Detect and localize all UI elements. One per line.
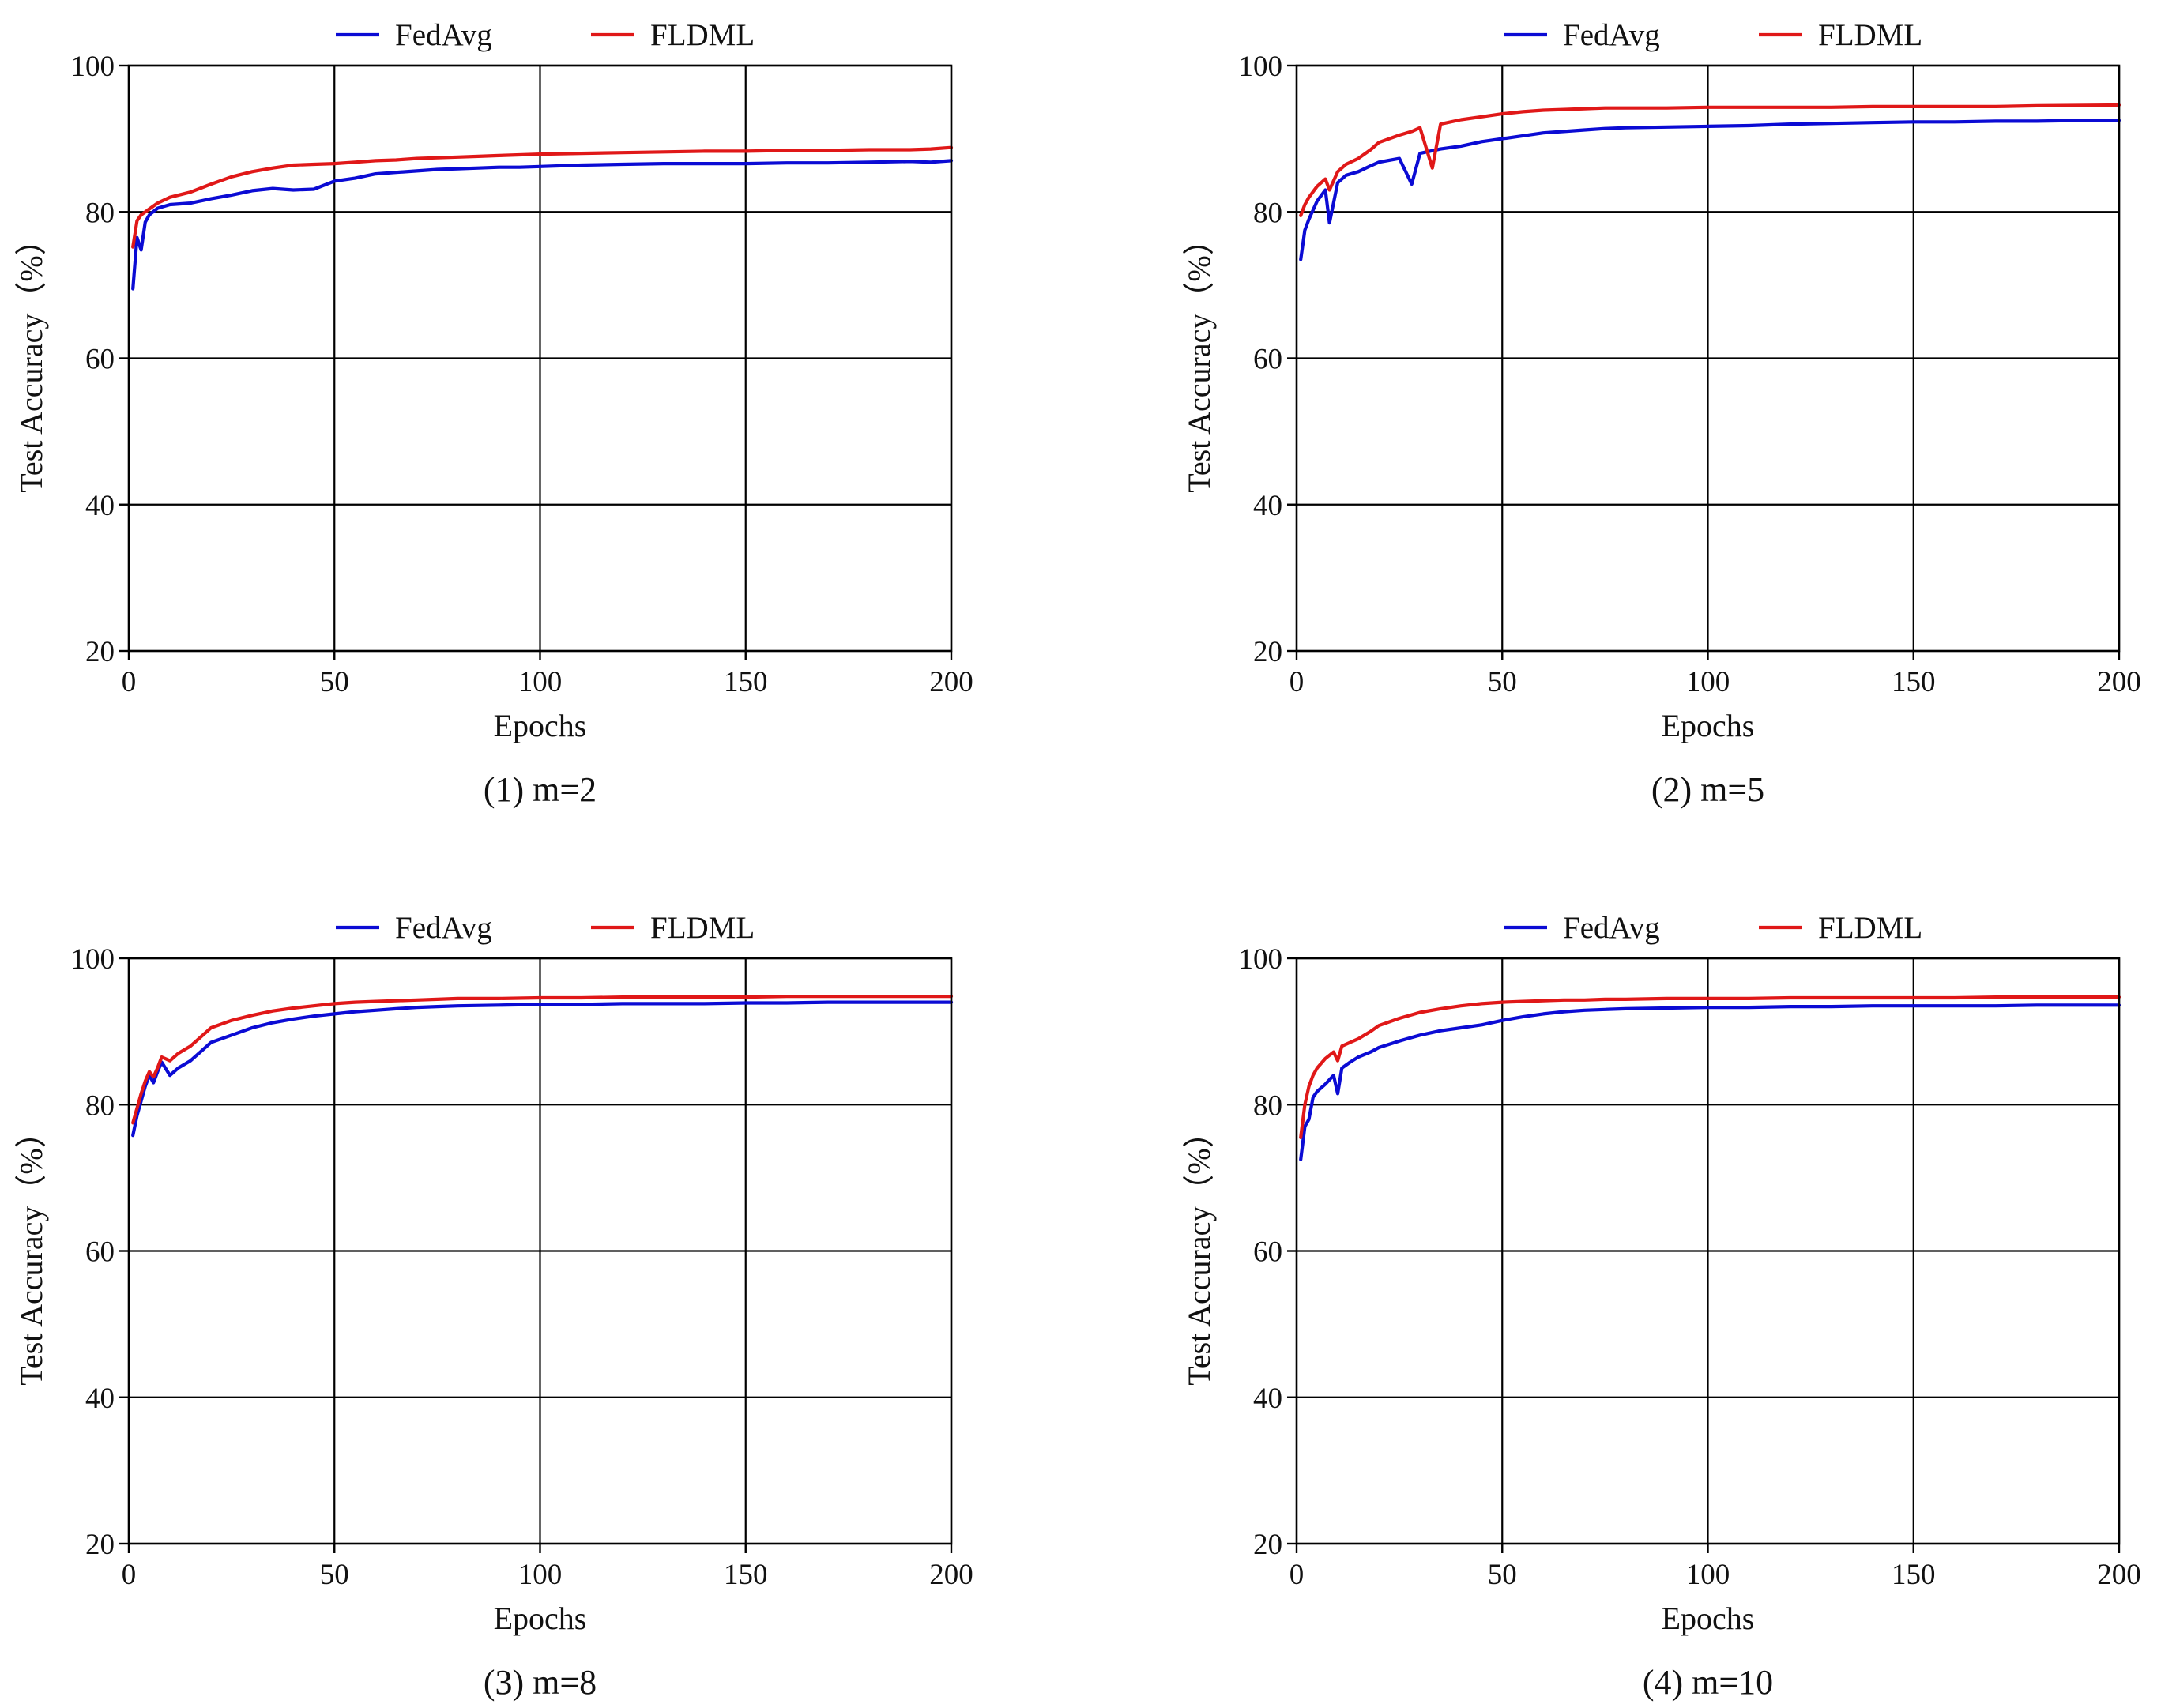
x-tick-label: 50 [320, 666, 349, 698]
y-tick-label: 40 [1253, 490, 1282, 522]
x-tick-label: 150 [1892, 1559, 1936, 1591]
y-tick-label: 20 [85, 636, 115, 668]
legend-label-fedavg: FedAvg [395, 911, 492, 945]
y-tick-label: 20 [1253, 1529, 1282, 1561]
x-tick-label: 0 [1289, 1559, 1305, 1591]
y-tick-label: 60 [85, 344, 115, 376]
x-tick-label: 150 [724, 666, 768, 698]
x-tick-label: 50 [1488, 666, 1517, 698]
y-tick-label: 80 [85, 197, 115, 229]
y-tick-label: 100 [1239, 943, 1283, 976]
x-tick-label: 200 [2097, 1559, 2141, 1591]
x-tick-label: 200 [929, 666, 973, 698]
chart-panel-p4: 20 40 60 80 100 0 50 100 150 200 Epochs Test Accura… [1181, 911, 2141, 1702]
legend-label-fedavg: FedAvg [1563, 18, 1660, 52]
series-line-fedavg [131, 1000, 954, 1138]
panel-caption: (2) m=5 [1651, 770, 1764, 809]
legend-label-fldml: FLDML [1818, 18, 1922, 52]
y-tick-label: 80 [85, 1089, 115, 1122]
y-tick-label: 40 [1253, 1383, 1282, 1415]
y-tick-label: 100 [71, 943, 115, 976]
panel-caption: (3) m=8 [484, 1663, 597, 1702]
y-tick-label: 60 [1253, 1236, 1282, 1269]
series-line-fldml [131, 995, 954, 1125]
y-tick-label: 20 [85, 1529, 115, 1561]
legend-label-fldml: FLDML [650, 911, 755, 945]
x-tick-label: 200 [929, 1559, 973, 1591]
chart-panel-p1: 20 40 60 80 100 0 50 100 150 200 Epochs Test Accura… [13, 18, 973, 809]
y-axis-label: Test Accuracy（%） [1181, 224, 1217, 492]
chart-panel-p3: 20 40 60 80 100 0 50 100 150 200 Epochs Test Accura… [13, 911, 973, 1702]
x-axis-label: Epochs [494, 708, 587, 743]
series-line-fldml [1299, 995, 2121, 1140]
y-axis-label: Test Accuracy（%） [13, 224, 49, 492]
x-tick-label: 0 [122, 666, 137, 698]
x-tick-label: 50 [320, 1559, 349, 1591]
y-axis-label: Test Accuracy（%） [13, 1116, 49, 1385]
x-tick-label: 100 [518, 1559, 563, 1591]
y-tick-label: 60 [85, 1236, 115, 1269]
series-line-fedavg [131, 159, 954, 291]
chart-panel-p2: 20 40 60 80 100 0 50 100 150 200 Epochs Test Accura… [1181, 18, 2141, 809]
x-axis-label: Epochs [1662, 1601, 1755, 1636]
legend-label-fldml: FLDML [1818, 911, 1922, 945]
y-tick-label: 40 [85, 490, 115, 522]
y-tick-label: 80 [1253, 197, 1282, 229]
x-tick-label: 50 [1488, 1559, 1517, 1591]
y-axis-label: Test Accuracy（%） [1181, 1116, 1217, 1385]
legend-label-fldml: FLDML [650, 18, 755, 52]
y-tick-label: 100 [1239, 51, 1283, 83]
y-tick-label: 60 [1253, 344, 1282, 376]
panel-caption: (1) m=2 [484, 770, 597, 809]
legend-label-fedavg: FedAvg [395, 18, 492, 52]
x-axis-label: Epochs [494, 1601, 587, 1636]
panel-caption: (4) m=10 [1643, 1663, 1773, 1702]
y-tick-label: 40 [85, 1383, 115, 1415]
x-tick-label: 100 [518, 666, 563, 698]
legend-label-fedavg: FedAvg [1563, 911, 1660, 945]
series-line-fedavg [1299, 119, 2121, 261]
y-tick-label: 80 [1253, 1089, 1282, 1122]
x-axis-label: Epochs [1662, 708, 1755, 743]
series-line-fldml [1299, 103, 2121, 217]
y-tick-label: 20 [1253, 636, 1282, 668]
x-tick-label: 0 [1289, 666, 1305, 698]
series-line-fldml [131, 145, 954, 249]
y-tick-label: 100 [71, 51, 115, 83]
x-tick-label: 100 [1686, 666, 1730, 698]
x-tick-label: 150 [724, 1559, 768, 1591]
x-tick-label: 0 [122, 1559, 137, 1591]
x-tick-label: 100 [1686, 1559, 1730, 1591]
series-line-fedavg [1299, 1003, 2121, 1161]
x-tick-label: 150 [1892, 666, 1936, 698]
x-tick-label: 200 [2097, 666, 2141, 698]
